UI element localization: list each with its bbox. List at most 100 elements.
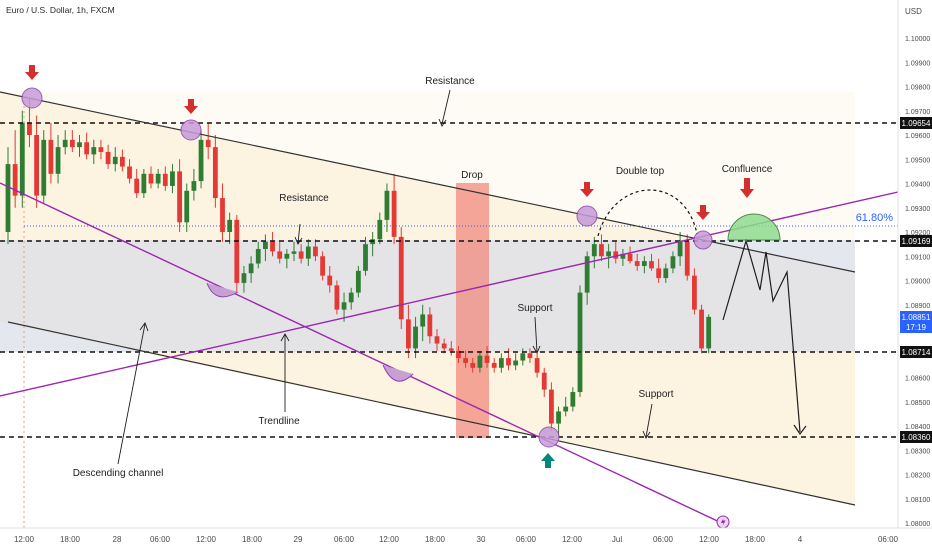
candle-body[interactable] xyxy=(105,151,111,165)
candle-body[interactable] xyxy=(420,314,426,327)
candle-body[interactable] xyxy=(98,147,104,152)
candle-body[interactable] xyxy=(327,275,333,286)
candle-body[interactable] xyxy=(220,198,225,232)
candle-body[interactable] xyxy=(334,285,340,310)
candle-body[interactable] xyxy=(448,348,454,351)
candle-body[interactable] xyxy=(384,190,390,220)
candle-body[interactable] xyxy=(263,241,268,249)
candle-body[interactable] xyxy=(298,251,304,259)
candle-body[interactable] xyxy=(577,292,583,393)
candle-body[interactable] xyxy=(506,358,511,366)
candle-body[interactable] xyxy=(184,190,190,223)
candle-body[interactable] xyxy=(148,173,154,184)
candle-body[interactable] xyxy=(227,219,233,232)
candle-body[interactable] xyxy=(248,263,254,274)
candle-body[interactable] xyxy=(69,139,75,148)
candle-body[interactable] xyxy=(205,139,211,148)
candle-body[interactable] xyxy=(291,251,297,254)
candle-body[interactable] xyxy=(427,314,433,337)
candle-body[interactable] xyxy=(699,309,704,349)
candle-body[interactable] xyxy=(348,292,354,303)
candle-body[interactable] xyxy=(613,251,619,259)
candle-body[interactable] xyxy=(677,241,683,257)
candle-body[interactable] xyxy=(62,139,68,148)
candle-body[interactable] xyxy=(527,353,533,359)
candle-body[interactable] xyxy=(212,147,218,199)
candle-body[interactable] xyxy=(641,261,647,266)
candle-body[interactable] xyxy=(34,135,39,196)
candle-body[interactable] xyxy=(120,156,125,167)
candle-body[interactable] xyxy=(692,275,697,310)
candle-body[interactable] xyxy=(241,273,247,283)
candle-body[interactable] xyxy=(584,256,590,293)
channel-lower-line[interactable] xyxy=(7,321,856,506)
candle-body[interactable] xyxy=(413,326,418,349)
candle-body[interactable] xyxy=(5,164,11,232)
candle-body[interactable] xyxy=(234,219,240,283)
candle-body[interactable] xyxy=(270,241,275,252)
candle-body[interactable] xyxy=(127,166,132,179)
candle-body[interactable] xyxy=(84,142,90,155)
candle-body[interactable] xyxy=(355,270,361,293)
candle-body[interactable] xyxy=(19,122,25,196)
candle-body[interactable] xyxy=(649,261,654,269)
candle-body[interactable] xyxy=(656,268,662,279)
candle-body[interactable] xyxy=(313,246,318,257)
candle-body[interactable] xyxy=(377,219,383,240)
candle-body[interactable] xyxy=(91,147,97,155)
candle-body[interactable] xyxy=(398,236,404,320)
candle-body[interactable] xyxy=(570,392,576,407)
candle-body[interactable] xyxy=(134,178,140,194)
candle-body[interactable] xyxy=(255,248,261,264)
time-axis-panel[interactable] xyxy=(0,528,932,550)
candle-body[interactable] xyxy=(177,171,182,223)
candle-body[interactable] xyxy=(77,142,82,148)
candle-body[interactable] xyxy=(563,406,569,412)
candle-body[interactable] xyxy=(141,173,147,194)
candle-body[interactable] xyxy=(534,358,540,373)
candle-body[interactable] xyxy=(620,253,626,259)
candle-body[interactable] xyxy=(55,147,61,174)
candle-body[interactable] xyxy=(162,173,168,186)
candle-body[interactable] xyxy=(277,251,283,259)
candle-body[interactable] xyxy=(477,355,483,368)
candle-body[interactable] xyxy=(170,171,175,186)
candle-body[interactable] xyxy=(484,355,490,363)
candle-body[interactable] xyxy=(556,411,561,424)
candle-body[interactable] xyxy=(284,253,290,259)
candle-body[interactable] xyxy=(12,164,18,196)
candle-body[interactable] xyxy=(198,139,204,182)
candle-body[interactable] xyxy=(491,362,497,368)
candle-body[interactable] xyxy=(498,358,504,368)
candle-body[interactable] xyxy=(305,246,311,259)
candle-body[interactable] xyxy=(599,244,604,257)
candle-body[interactable] xyxy=(441,343,447,349)
candle-body[interactable] xyxy=(456,350,461,359)
candle-body[interactable] xyxy=(541,372,547,390)
candle-body[interactable] xyxy=(406,319,411,349)
candle-body[interactable] xyxy=(663,268,669,279)
candle-body[interactable] xyxy=(112,156,118,165)
candle-body[interactable] xyxy=(591,244,597,257)
candle-body[interactable] xyxy=(706,316,712,349)
candle-body[interactable] xyxy=(670,256,676,269)
candle-body[interactable] xyxy=(470,362,476,368)
channel-upper-line[interactable] xyxy=(0,91,856,273)
candle-body[interactable] xyxy=(684,241,690,276)
candle-body[interactable] xyxy=(520,353,526,361)
candle-body[interactable] xyxy=(320,256,325,276)
falling-trendline[interactable] xyxy=(0,182,729,527)
candle-body[interactable] xyxy=(48,139,54,174)
candle-body[interactable] xyxy=(155,173,161,184)
candle-body[interactable] xyxy=(513,360,519,366)
candle-body[interactable] xyxy=(549,389,554,424)
candle-body[interactable] xyxy=(627,253,633,262)
candle-body[interactable] xyxy=(41,139,47,196)
candle-body[interactable] xyxy=(634,261,640,266)
candle-body[interactable] xyxy=(463,358,468,363)
candle-body[interactable] xyxy=(363,244,368,271)
candle-body[interactable] xyxy=(391,190,397,237)
candle-body[interactable] xyxy=(434,336,440,344)
candle-body[interactable] xyxy=(606,251,611,257)
